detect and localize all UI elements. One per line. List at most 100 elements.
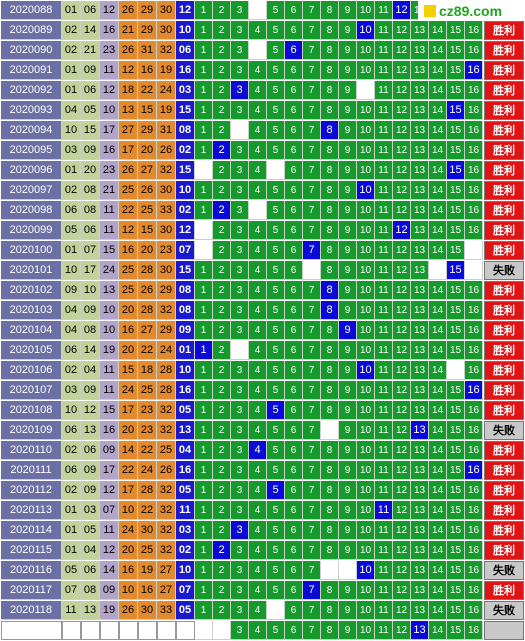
trend-cell: 11 — [375, 481, 393, 500]
trend-cell: 10 — [357, 521, 375, 540]
trend-hit-cell: 5 — [267, 481, 285, 500]
trend-cell: 9 — [339, 261, 357, 280]
trend-cell: 4 — [249, 501, 267, 520]
trend-hit-cell: 10 — [357, 361, 375, 380]
blue-ball-number: 08 — [176, 281, 195, 300]
trend-cell: 13 — [411, 541, 429, 560]
trend-cell: 16 — [465, 541, 483, 560]
red-ball-number: 02 — [62, 181, 81, 200]
trend-cell: 8 — [321, 441, 339, 460]
trend-cell: 1 — [195, 381, 213, 400]
red-ball-number: 14 — [100, 561, 119, 580]
table-row: 2020113 01 03 07 10 22 32 11 1 2 3 4 5 6 7 8 9 10 11 12 13 14… — [1, 501, 524, 521]
trend-cell: 15 — [447, 521, 465, 540]
trend-cell: 10 — [357, 541, 375, 560]
table-row: 2020091 01 09 11 12 16 19 16 1 2 3 4 5 6 7 8 9 10 11 12 13 14… — [1, 61, 524, 81]
trend-cell: 11 — [375, 621, 393, 640]
trend-cell: 12 — [393, 81, 411, 100]
trend-cell: 13 — [411, 401, 429, 420]
trend-cell: 3 — [231, 541, 249, 560]
red-ball-number: 06 — [62, 201, 81, 220]
trend-cell: 9 — [339, 21, 357, 40]
trend-cell: 8 — [321, 181, 339, 200]
red-ball-number: 24 — [138, 461, 157, 480]
issue-number: 2020097 — [1, 181, 62, 200]
trend-cell: 1 — [195, 401, 213, 420]
trend-cell: 16 — [465, 201, 483, 220]
issue-number: 2020101 — [1, 261, 62, 280]
trend-cell: 11 — [375, 361, 393, 380]
trend-cell: 10 — [357, 301, 375, 320]
red-ball-number: 09 — [81, 61, 100, 80]
trend-cell: 15 — [447, 541, 465, 560]
trend-cell: 4 — [249, 521, 267, 540]
trend-hit-cell: 8 — [321, 281, 339, 300]
trend-cell: 2 — [213, 361, 231, 380]
issue-number: 2020117 — [1, 581, 62, 600]
trend-gap-cell — [429, 261, 447, 280]
trend-cell: 1 — [195, 561, 213, 580]
issue-number: 2020106 — [1, 361, 62, 380]
red-ball-number: 27 — [138, 321, 157, 340]
trend-cell: 16 — [465, 581, 483, 600]
trend-cell: 1 — [195, 601, 213, 620]
red-ball-number: 04 — [81, 541, 100, 560]
trend-cell: 5 — [267, 361, 285, 380]
red-ball-number: 19 — [157, 61, 176, 80]
red-ball-number: 23 — [157, 241, 176, 260]
blue-ball-number: 07 — [176, 241, 195, 260]
trend-cell: 2 — [213, 341, 231, 360]
trend-cell: 7 — [303, 481, 321, 500]
trend-cell: 3 — [231, 361, 249, 380]
trend-cell: 4 — [249, 281, 267, 300]
issue-number: 2020095 — [1, 141, 62, 160]
red-ball-number: 16 — [119, 561, 138, 580]
table-row: 2020092 01 06 12 18 22 24 03 1 2 3 4 5 6 7 8 9 11 12 13 14 15… — [1, 81, 524, 101]
trend-cell: 16 — [465, 441, 483, 460]
trend-cell: 9 — [339, 421, 357, 440]
table-row: 2020112 02 09 12 17 28 32 05 1 2 3 4 5 6 7 8 9 10 11 12 13 14… — [1, 481, 524, 501]
trend-cell: 6 — [285, 101, 303, 120]
issue-number: 2020109 — [1, 421, 62, 440]
trend-cell: 4 — [249, 61, 267, 80]
trend-cell: 6 — [285, 441, 303, 460]
red-ball-number: 12 — [100, 481, 119, 500]
trend-cell: 10 — [357, 1, 375, 20]
trend-cell: 7 — [303, 141, 321, 160]
trend-hit-cell: 2 — [213, 201, 231, 220]
trend-cell: 5 — [267, 261, 285, 280]
trend-cell: 2 — [213, 381, 231, 400]
issue-number: 2020098 — [1, 201, 62, 220]
red-ball-number: 21 — [81, 41, 100, 60]
trend-cell: 4 — [249, 81, 267, 100]
trend-cell: 7 — [303, 441, 321, 460]
trend-gap-cell — [339, 561, 357, 580]
trend-cell: 3 — [231, 161, 249, 180]
site-logo[interactable]: cz89.com — [418, 1, 524, 21]
trend-cell: 14 — [429, 621, 447, 640]
trend-hit-cell: 16 — [465, 61, 483, 80]
red-ball-number: 13 — [81, 601, 100, 620]
trend-cell: 7 — [303, 281, 321, 300]
trend-cell: 5 — [267, 621, 285, 640]
trend-cell: 6 — [285, 461, 303, 480]
trend-cell: 12 — [393, 561, 411, 580]
issue-number: 2020108 — [1, 401, 62, 420]
trend-cell: 10 — [357, 421, 375, 440]
red-ball-number: 09 — [100, 441, 119, 460]
red-ball-number: 14 — [119, 441, 138, 460]
red-ball-number: 08 — [81, 181, 100, 200]
trend-cell: 3 — [231, 501, 249, 520]
trend-cell: 8 — [321, 261, 339, 280]
trend-cell: 8 — [321, 601, 339, 620]
trend-hit-cell: 8 — [321, 121, 339, 140]
table-row: 2020106 02 04 11 15 18 28 10 1 2 3 4 5 6 7 8 9 10 11 12 13 14… — [1, 361, 524, 381]
trend-cell: 7 — [303, 621, 321, 640]
trend-gap-cell — [321, 561, 339, 580]
trend-cell: 7 — [303, 541, 321, 560]
red-ball-number: 28 — [157, 381, 176, 400]
trend-cell: 5 — [267, 541, 285, 560]
trend-cell: 1 — [195, 421, 213, 440]
trend-cell: 2 — [213, 401, 231, 420]
trend-gap-cell — [465, 241, 483, 260]
